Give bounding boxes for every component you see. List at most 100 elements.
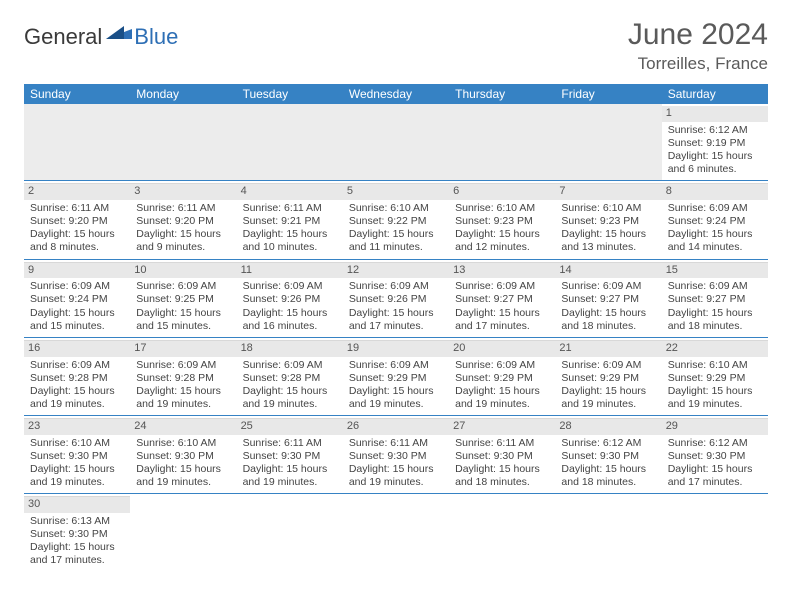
sunrise-line: Sunrise: 6:09 AM [349,280,443,293]
calendar-day-cell [555,104,661,181]
sunrise-line: Sunrise: 6:11 AM [243,437,337,450]
sunrise-line: Sunrise: 6:09 AM [668,280,762,293]
day-details: Sunrise: 6:09 AMSunset: 9:29 PMDaylight:… [561,359,655,412]
calendar-day-cell [24,104,130,181]
sunset-line: Sunset: 9:26 PM [349,293,443,306]
day-number: 19 [343,340,449,357]
sunset-line: Sunset: 9:20 PM [30,215,124,228]
sunrise-line: Sunrise: 6:09 AM [243,359,337,372]
calendar-day-cell: 8Sunrise: 6:09 AMSunset: 9:24 PMDaylight… [662,181,768,259]
calendar-day-cell: 12Sunrise: 6:09 AMSunset: 9:26 PMDayligh… [343,259,449,337]
sunset-line: Sunset: 9:29 PM [668,372,762,385]
day-details: Sunrise: 6:10 AMSunset: 9:29 PMDaylight:… [668,359,762,412]
daylight-line: Daylight: 15 hours and 19 minutes. [30,463,124,489]
calendar-table: Sunday Monday Tuesday Wednesday Thursday… [24,84,768,572]
daylight-line: Daylight: 15 hours and 18 minutes. [455,463,549,489]
weekday-header: Sunday [24,84,130,104]
day-number: 10 [130,262,236,279]
day-details: Sunrise: 6:09 AMSunset: 9:27 PMDaylight:… [455,280,549,333]
day-number: 22 [662,340,768,357]
calendar-week-row: 1Sunrise: 6:12 AMSunset: 9:19 PMDaylight… [24,104,768,181]
sunset-line: Sunset: 9:30 PM [561,450,655,463]
calendar-day-cell: 28Sunrise: 6:12 AMSunset: 9:30 PMDayligh… [555,416,661,494]
calendar-week-row: 9Sunrise: 6:09 AMSunset: 9:24 PMDaylight… [24,259,768,337]
calendar-week-row: 2Sunrise: 6:11 AMSunset: 9:20 PMDaylight… [24,181,768,259]
daylight-line: Daylight: 15 hours and 19 minutes. [30,385,124,411]
day-number: 15 [662,262,768,279]
month-title: June 2024 [628,18,768,52]
sunset-line: Sunset: 9:21 PM [243,215,337,228]
day-details: Sunrise: 6:11 AMSunset: 9:20 PMDaylight:… [30,202,124,255]
day-details: Sunrise: 6:09 AMSunset: 9:26 PMDaylight:… [243,280,337,333]
sunrise-line: Sunrise: 6:10 AM [668,359,762,372]
sunrise-line: Sunrise: 6:09 AM [136,359,230,372]
calendar-day-cell: 1Sunrise: 6:12 AMSunset: 9:19 PMDaylight… [662,104,768,181]
title-block: June 2024 Torreilles, France [628,18,768,74]
day-details: Sunrise: 6:09 AMSunset: 9:28 PMDaylight:… [136,359,230,412]
sunrise-line: Sunrise: 6:09 AM [668,202,762,215]
calendar-day-cell: 7Sunrise: 6:10 AMSunset: 9:23 PMDaylight… [555,181,661,259]
sunrise-line: Sunrise: 6:10 AM [455,202,549,215]
calendar-day-cell: 24Sunrise: 6:10 AMSunset: 9:30 PMDayligh… [130,416,236,494]
day-number: 16 [24,340,130,357]
day-number: 12 [343,262,449,279]
sunset-line: Sunset: 9:23 PM [455,215,549,228]
sunset-line: Sunset: 9:27 PM [668,293,762,306]
calendar-week-row: 30 Sunrise: 6:13 AMSunset: 9:30 PMDayligh… [24,494,768,572]
sunset-line: Sunset: 9:25 PM [136,293,230,306]
sunrise-line: Sunrise: 6:10 AM [561,202,655,215]
day-details: Sunrise: 6:10 AMSunset: 9:23 PMDaylight:… [455,202,549,255]
calendar-day-cell: 27Sunrise: 6:11 AMSunset: 9:30 PMDayligh… [449,416,555,494]
daylight-line: Daylight: 15 hours and 16 minutes. [243,307,337,333]
calendar-day-cell: 17Sunrise: 6:09 AMSunset: 9:28 PMDayligh… [130,337,236,415]
daylight-line: Daylight: 15 hours and 9 minutes. [136,228,230,254]
sunset-line: Sunset: 9:28 PM [30,372,124,385]
day-number: 5 [343,183,449,200]
sunset-line: Sunset: 9:27 PM [561,293,655,306]
weekday-header-row: Sunday Monday Tuesday Wednesday Thursday… [24,84,768,104]
day-details: Sunrise: 6:09 AMSunset: 9:29 PMDaylight:… [455,359,549,412]
day-number: 29 [662,418,768,435]
sunset-line: Sunset: 9:30 PM [668,450,762,463]
weekday-header: Tuesday [237,84,343,104]
day-details: Sunrise: 6:13 AMSunset: 9:30 PMDaylight:… [30,515,124,568]
sunrise-line: Sunrise: 6:09 AM [30,280,124,293]
daylight-line: Daylight: 15 hours and 8 minutes. [30,228,124,254]
day-number: 21 [555,340,661,357]
day-details: Sunrise: 6:09 AMSunset: 9:26 PMDaylight:… [349,280,443,333]
day-details: Sunrise: 6:11 AMSunset: 9:30 PMDaylight:… [349,437,443,490]
sunrise-line: Sunrise: 6:12 AM [561,437,655,450]
day-details: Sunrise: 6:09 AMSunset: 9:27 PMDaylight:… [561,280,655,333]
daylight-line: Daylight: 15 hours and 15 minutes. [30,307,124,333]
weekday-header: Thursday [449,84,555,104]
weekday-header: Wednesday [343,84,449,104]
daylight-line: Daylight: 15 hours and 13 minutes. [561,228,655,254]
day-details: Sunrise: 6:10 AMSunset: 9:30 PMDaylight:… [136,437,230,490]
daylight-line: Daylight: 15 hours and 19 minutes. [243,463,337,489]
day-number: 4 [237,183,343,200]
sunrise-line: Sunrise: 6:10 AM [349,202,443,215]
day-number: 26 [343,418,449,435]
sunrise-line: Sunrise: 6:11 AM [349,437,443,450]
weekday-header: Monday [130,84,236,104]
day-number: 18 [237,340,343,357]
daylight-line: Daylight: 15 hours and 15 minutes. [136,307,230,333]
calendar-day-cell: 13Sunrise: 6:09 AMSunset: 9:27 PMDayligh… [449,259,555,337]
calendar-day-cell: 25Sunrise: 6:11 AMSunset: 9:30 PMDayligh… [237,416,343,494]
daylight-line: Daylight: 15 hours and 19 minutes. [136,385,230,411]
day-number: 30 [24,496,130,513]
logo-text-blue: Blue [134,24,178,50]
day-details: Sunrise: 6:09 AMSunset: 9:29 PMDaylight:… [349,359,443,412]
day-details: Sunrise: 6:10 AMSunset: 9:30 PMDaylight:… [30,437,124,490]
day-number: 23 [24,418,130,435]
calendar-day-cell: 4Sunrise: 6:11 AMSunset: 9:21 PMDaylight… [237,181,343,259]
calendar-day-cell: 15Sunrise: 6:09 AMSunset: 9:27 PMDayligh… [662,259,768,337]
daylight-line: Daylight: 15 hours and 12 minutes. [455,228,549,254]
calendar-day-cell: 2Sunrise: 6:11 AMSunset: 9:20 PMDaylight… [24,181,130,259]
daylight-line: Daylight: 15 hours and 6 minutes. [668,150,762,176]
sunset-line: Sunset: 9:30 PM [349,450,443,463]
day-number: 14 [555,262,661,279]
sunset-line: Sunset: 9:23 PM [561,215,655,228]
daylight-line: Daylight: 15 hours and 19 minutes. [243,385,337,411]
weekday-header: Saturday [662,84,768,104]
